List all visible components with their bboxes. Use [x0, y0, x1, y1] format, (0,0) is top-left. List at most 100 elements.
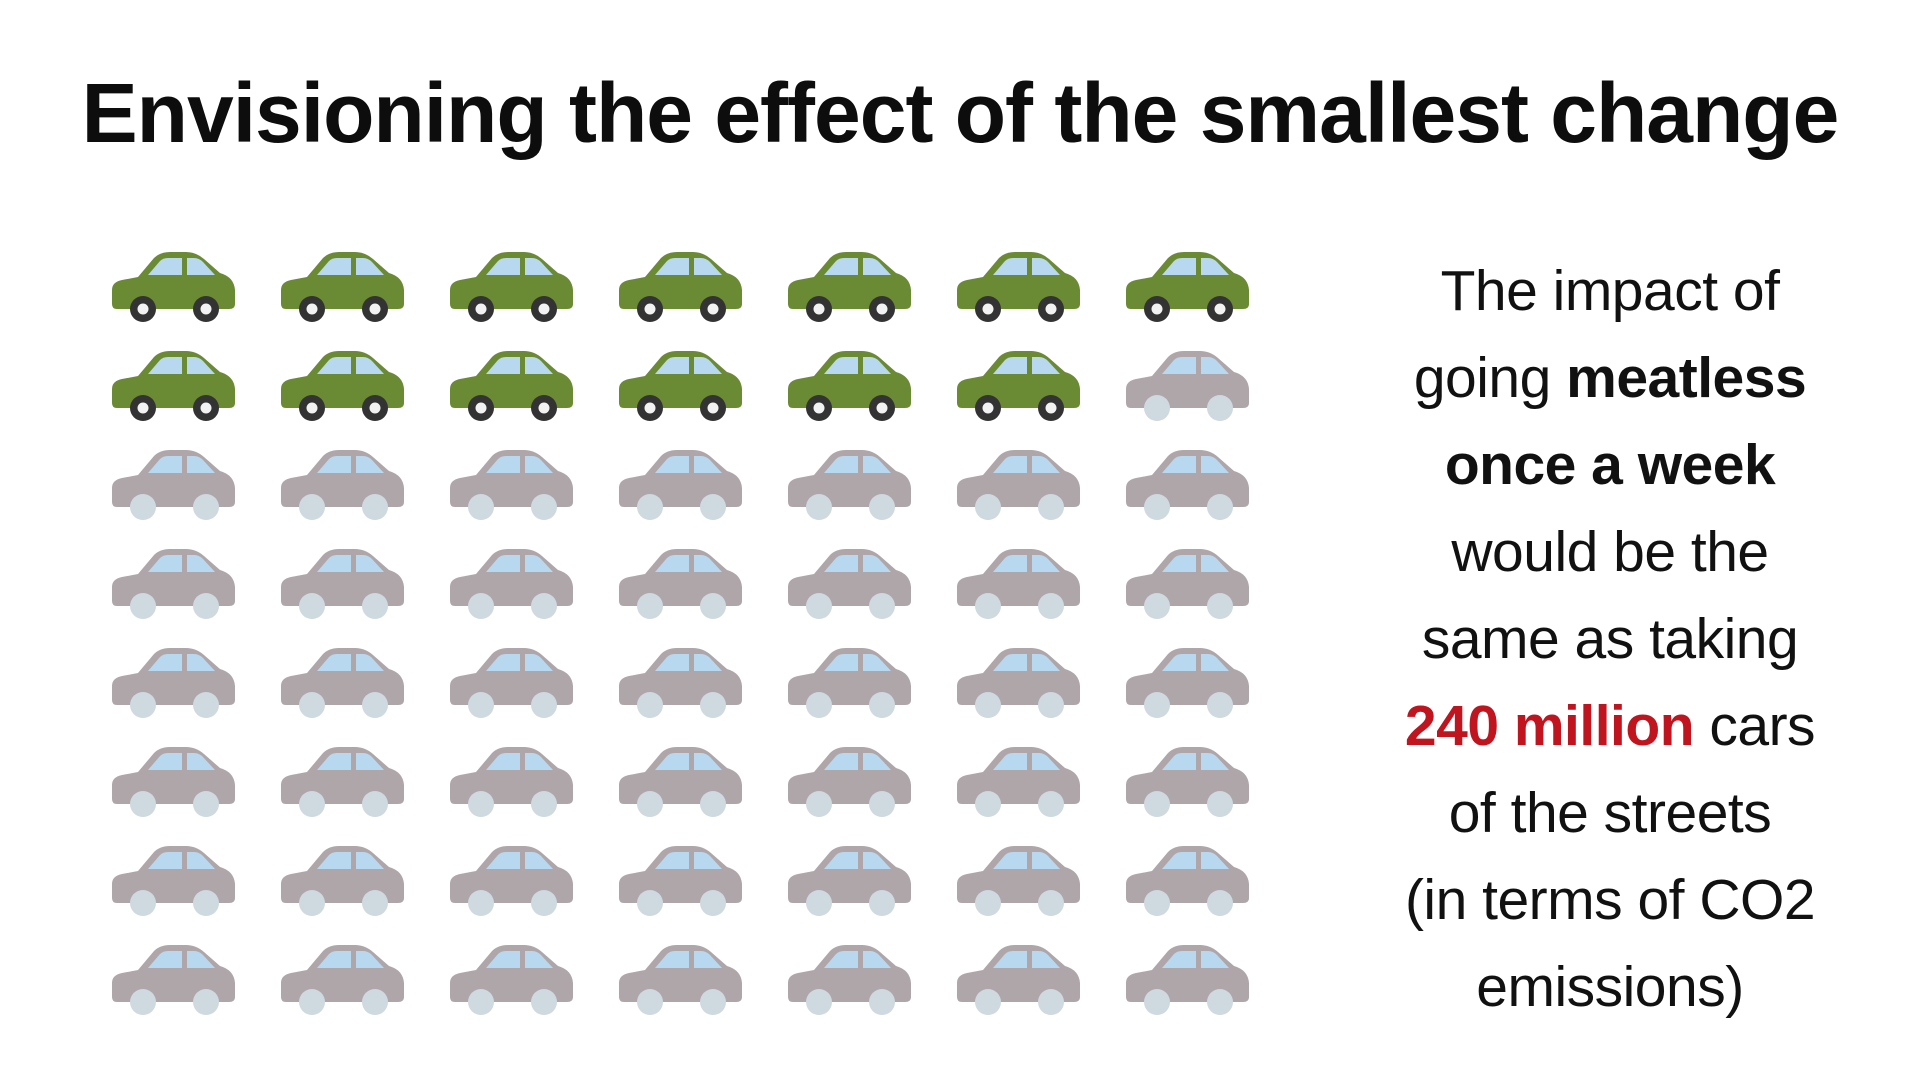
car-icon-muted	[784, 539, 914, 624]
car-wheel	[806, 989, 832, 1015]
car-wheel	[1144, 791, 1170, 817]
car-wheel	[975, 494, 1001, 520]
car-wheel-hub	[876, 303, 888, 315]
car-wheel-hub	[475, 402, 487, 414]
car-icon-muted	[1122, 935, 1252, 1020]
car-icon-highlighted	[108, 341, 238, 426]
car-window	[525, 852, 553, 869]
car-icon	[450, 648, 573, 718]
car-window	[1032, 753, 1060, 770]
car-window	[694, 852, 722, 869]
car-icon	[450, 351, 573, 421]
car-wheel	[806, 791, 832, 817]
car-wheel	[130, 692, 156, 718]
car-wheel	[975, 791, 1001, 817]
car-icon-muted	[1122, 440, 1252, 525]
car-wheel	[531, 692, 557, 718]
car-window	[486, 258, 520, 275]
car-window	[824, 456, 858, 473]
car-window	[1032, 951, 1060, 968]
car-icon	[112, 846, 235, 916]
car-wheel-hub	[813, 303, 825, 315]
car-icon-highlighted	[108, 242, 238, 327]
car-pictogram-grid	[108, 242, 1278, 1032]
car-icon	[957, 351, 1080, 421]
car-wheel	[130, 989, 156, 1015]
car-icon-highlighted	[953, 341, 1083, 426]
car-icon	[281, 549, 404, 619]
car-window	[317, 258, 351, 275]
car-window	[1032, 357, 1060, 374]
car-window	[148, 852, 182, 869]
car-window	[525, 654, 553, 671]
caption-text: emissions)	[1476, 955, 1744, 1019]
caption-line: The impact of	[1340, 248, 1880, 335]
car-wheel	[637, 494, 663, 520]
car-window	[317, 456, 351, 473]
car-window	[1162, 357, 1196, 374]
car-wheel	[1207, 395, 1233, 421]
car-wheel-hub	[982, 402, 994, 414]
car-wheel	[531, 494, 557, 520]
car-window	[993, 852, 1027, 869]
car-wheel	[975, 593, 1001, 619]
car-window	[993, 357, 1027, 374]
car-icon	[281, 945, 404, 1015]
car-wheel	[468, 791, 494, 817]
car-wheel-hub	[1045, 402, 1057, 414]
car-icon	[788, 252, 911, 322]
car-icon-muted	[953, 737, 1083, 822]
car-wheel	[1207, 989, 1233, 1015]
car-wheel-hub	[538, 402, 550, 414]
car-icon-muted	[784, 935, 914, 1020]
car-window	[486, 753, 520, 770]
car-window	[187, 753, 215, 770]
car-icon	[281, 648, 404, 718]
car-wheel-hub	[369, 402, 381, 414]
car-window	[486, 555, 520, 572]
car-wheel	[1207, 593, 1233, 619]
car-window	[694, 654, 722, 671]
car-window	[863, 258, 891, 275]
car-icon	[957, 846, 1080, 916]
car-wheel	[468, 494, 494, 520]
car-wheel	[468, 890, 494, 916]
car-window	[1162, 654, 1196, 671]
car-window	[1201, 951, 1229, 968]
car-window	[1162, 555, 1196, 572]
car-wheel	[531, 791, 557, 817]
car-wheel-hub	[137, 303, 149, 315]
car-icon	[112, 945, 235, 1015]
caption-text: same as taking	[1421, 607, 1799, 671]
car-window	[694, 951, 722, 968]
page-title: Envisioning the effect of the smallest c…	[81, 66, 1840, 160]
car-wheel-hub	[475, 303, 487, 315]
car-window	[824, 753, 858, 770]
car-window	[655, 852, 689, 869]
car-wheel-hub	[306, 402, 318, 414]
car-wheel	[637, 890, 663, 916]
car-window	[1032, 852, 1060, 869]
car-window	[824, 555, 858, 572]
car-wheel	[362, 593, 388, 619]
car-wheel	[806, 494, 832, 520]
car-window	[486, 357, 520, 374]
car-icon	[1126, 252, 1249, 322]
car-window	[863, 555, 891, 572]
car-icon-muted	[277, 737, 407, 822]
car-icon	[619, 351, 742, 421]
car-wheel	[468, 593, 494, 619]
car-wheel	[362, 494, 388, 520]
car-wheel-hub	[876, 402, 888, 414]
car-window	[148, 456, 182, 473]
car-window	[486, 852, 520, 869]
car-wheel	[130, 593, 156, 619]
car-icon	[788, 846, 911, 916]
car-icon-muted	[1122, 539, 1252, 624]
car-icon	[619, 450, 742, 520]
car-icon-muted	[615, 836, 745, 921]
car-window	[655, 258, 689, 275]
car-window	[356, 654, 384, 671]
car-window	[993, 951, 1027, 968]
car-icon-muted	[784, 836, 914, 921]
